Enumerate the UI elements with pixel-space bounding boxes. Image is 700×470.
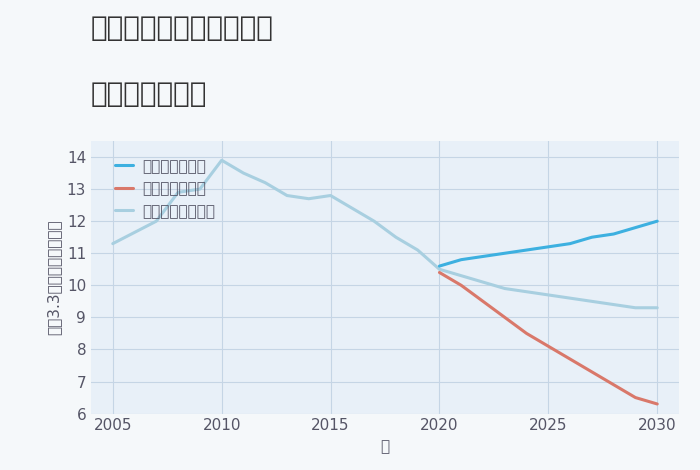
グッドシナリオ [610, 231, 618, 237]
ノーマルシナリオ [152, 219, 160, 224]
グッドシナリオ [500, 251, 509, 256]
バッドシナリオ [479, 298, 487, 304]
ノーマルシナリオ [588, 298, 596, 304]
ノーマルシナリオ [479, 279, 487, 285]
Text: 土地の価格推移: 土地の価格推移 [91, 80, 207, 108]
グッドシナリオ [544, 244, 552, 250]
ノーマルシナリオ [414, 247, 422, 253]
バッドシナリオ [500, 314, 509, 320]
ノーマルシナリオ [610, 302, 618, 307]
ノーマルシナリオ [239, 170, 248, 176]
ノーマルシナリオ [218, 157, 226, 163]
バッドシナリオ [631, 395, 640, 400]
Y-axis label: 坪（3.3㎡）単価（万円）: 坪（3.3㎡）単価（万円） [46, 219, 61, 335]
ノーマルシナリオ [653, 305, 662, 311]
Text: 三重県鈴鹿市北若松町の: 三重県鈴鹿市北若松町の [91, 14, 274, 42]
バッドシナリオ [457, 282, 466, 288]
グッドシナリオ [522, 247, 531, 253]
グッドシナリオ [653, 219, 662, 224]
グッドシナリオ [479, 254, 487, 259]
ノーマルシナリオ [348, 205, 356, 211]
バッドシナリオ [435, 270, 444, 275]
ノーマルシナリオ [196, 186, 204, 192]
ノーマルシナリオ [500, 286, 509, 291]
ノーマルシナリオ [108, 241, 117, 246]
ノーマルシナリオ [566, 295, 574, 301]
グッドシナリオ [588, 235, 596, 240]
ノーマルシナリオ [261, 180, 270, 186]
ノーマルシナリオ [522, 289, 531, 295]
Line: バッドシナリオ: バッドシナリオ [440, 273, 657, 404]
バッドシナリオ [588, 369, 596, 375]
バッドシナリオ [544, 344, 552, 349]
バッドシナリオ [653, 401, 662, 407]
グッドシナリオ [566, 241, 574, 246]
X-axis label: 年: 年 [380, 439, 390, 454]
グッドシナリオ [631, 225, 640, 230]
ノーマルシナリオ [283, 193, 291, 198]
ノーマルシナリオ [631, 305, 640, 311]
ノーマルシナリオ [370, 219, 378, 224]
バッドシナリオ [522, 330, 531, 336]
ノーマルシナリオ [326, 193, 335, 198]
Legend: グッドシナリオ, バッドシナリオ, ノーマルシナリオ: グッドシナリオ, バッドシナリオ, ノーマルシナリオ [111, 154, 220, 224]
バッドシナリオ [566, 356, 574, 362]
ノーマルシナリオ [457, 273, 466, 279]
ノーマルシナリオ [544, 292, 552, 298]
Line: グッドシナリオ: グッドシナリオ [440, 221, 657, 266]
ノーマルシナリオ [392, 235, 400, 240]
グッドシナリオ [435, 263, 444, 269]
バッドシナリオ [610, 382, 618, 388]
Line: ノーマルシナリオ: ノーマルシナリオ [113, 160, 657, 308]
グッドシナリオ [457, 257, 466, 262]
ノーマルシナリオ [304, 196, 313, 202]
ノーマルシナリオ [435, 266, 444, 272]
ノーマルシナリオ [174, 189, 182, 195]
